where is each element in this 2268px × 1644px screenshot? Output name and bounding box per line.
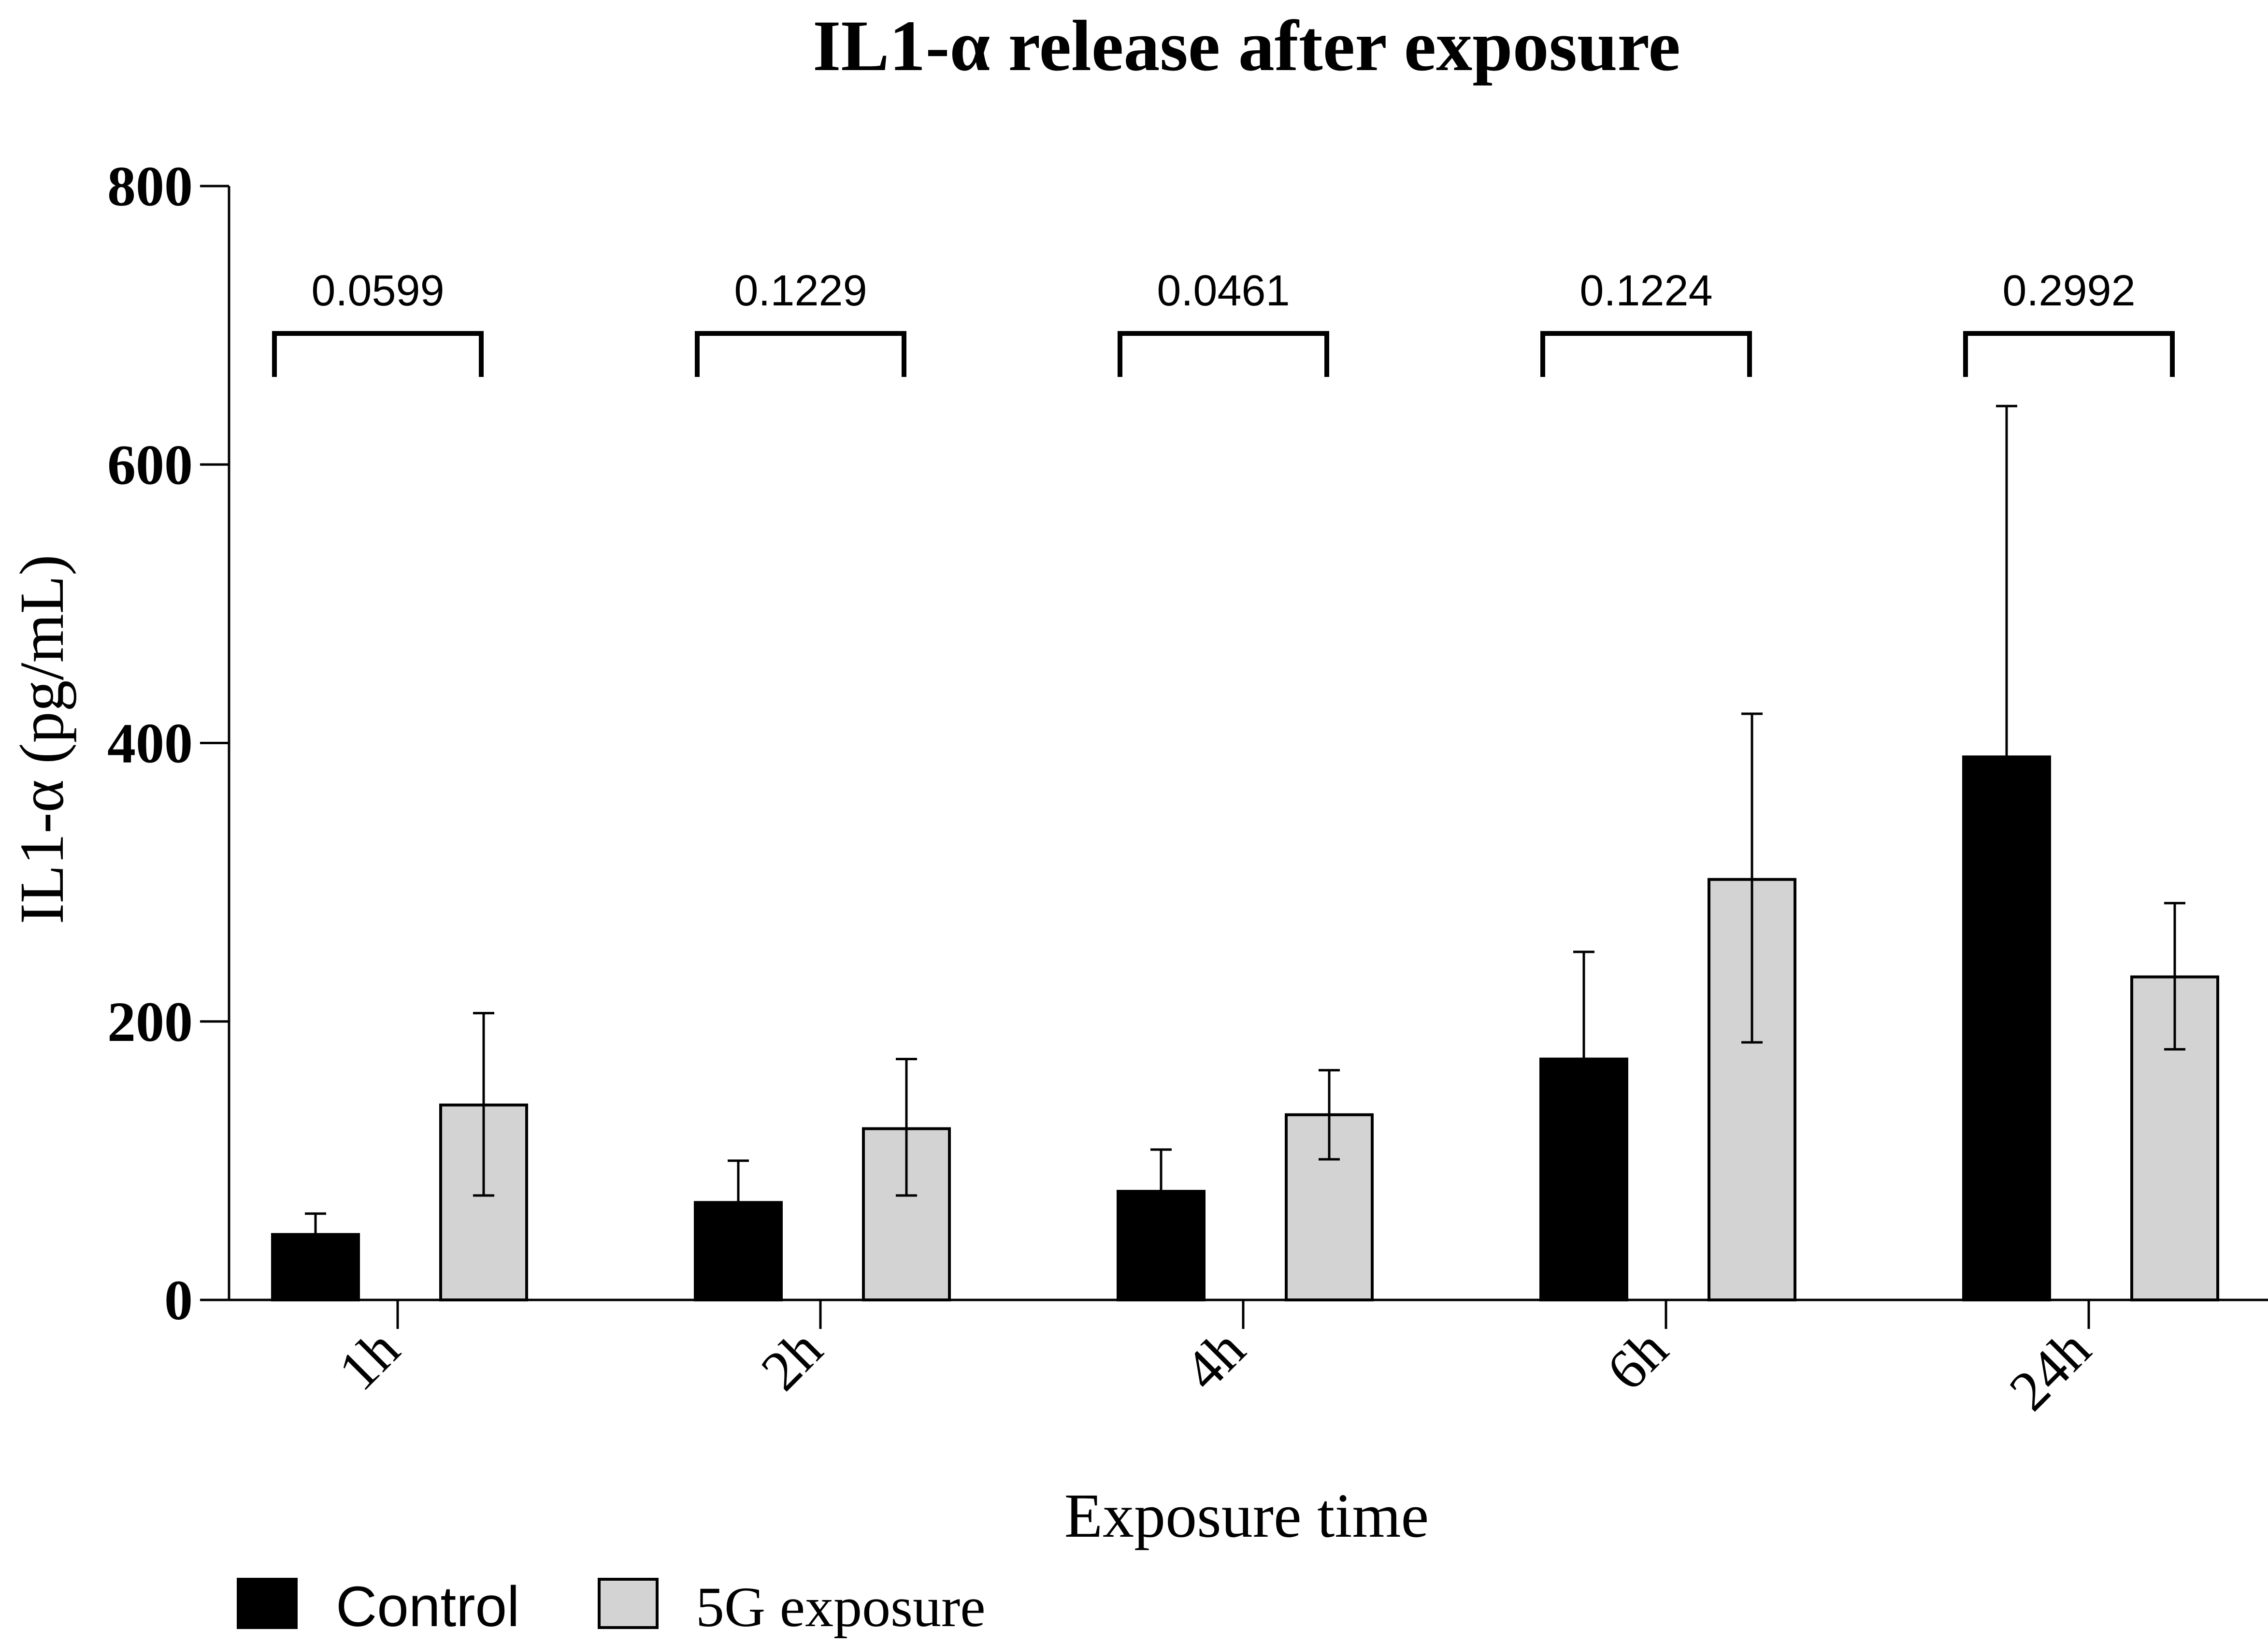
chart-title: IL1-α release after exposure (813, 6, 1680, 86)
bar-control-1h (271, 1233, 360, 1302)
y-tick-label-400: 400 (107, 712, 193, 775)
significance-bracket-24h (1963, 331, 2175, 377)
legend: Control 5G exposure (237, 1575, 986, 1639)
x-tick-label-24h: 24h (1997, 1317, 2103, 1423)
bar-control-2h (694, 1201, 783, 1301)
x-axis-label: Exposure time (1064, 1481, 1429, 1551)
bar-control-6h (1539, 1057, 1628, 1301)
legend-label-5g-exposure: 5G exposure (696, 1575, 986, 1639)
plot-area: 0 200 400 600 800 1h 2h 4h 6h 24h 0.0599 0.1229 0.04… (107, 155, 2268, 1423)
y-axis-label: IL1-α (pg/mL) (7, 555, 77, 924)
p-value-label-24h: 0.2992 (2002, 267, 2135, 315)
bar-control-4h (1117, 1190, 1206, 1301)
significance-bracket-4h (1118, 331, 1329, 377)
p-value-label-6h: 0.1224 (1579, 267, 1712, 315)
x-tick-label-4h: 4h (1172, 1317, 1257, 1402)
legend-label-control: Control (336, 1575, 519, 1639)
significance-bracket-2h (695, 331, 906, 377)
p-value-label-2h: 0.1229 (734, 267, 867, 315)
y-tick-label-600: 600 (107, 433, 193, 496)
y-tick-label-200: 200 (107, 990, 193, 1053)
x-tick-label-6h: 6h (1594, 1317, 1679, 1402)
y-tick-label-0: 0 (164, 1269, 193, 1332)
y-tick-label-800: 800 (107, 155, 193, 218)
legend-swatch-control (237, 1578, 298, 1629)
significance-bracket-1h (272, 331, 484, 377)
p-value-label-4h: 0.0461 (1157, 267, 1290, 315)
p-value-label-1h: 0.0599 (311, 267, 444, 315)
x-tick-label-1h: 1h (326, 1317, 411, 1402)
bar-control-24h (1962, 755, 2051, 1301)
legend-swatch-5g-exposure (598, 1578, 659, 1629)
x-tick-label-2h: 2h (749, 1317, 834, 1402)
significance-bracket-6h (1540, 331, 1752, 377)
